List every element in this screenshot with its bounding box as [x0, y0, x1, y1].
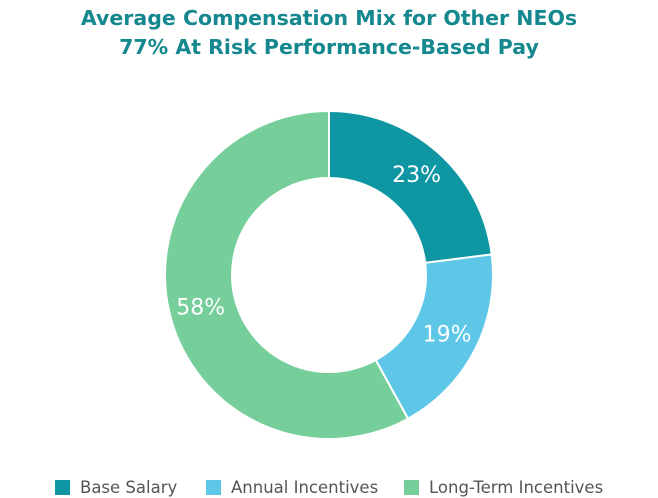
chart-subtitle: 77% At Risk Performance-Based Pay: [119, 35, 539, 59]
legend-label: Base Salary: [80, 477, 178, 497]
chart-title-block: Average Compensation Mix for Other NEOs …: [0, 4, 658, 62]
data-label-base-salary: 23%: [392, 163, 441, 188]
slice-long-term-incentives: [164, 109, 410, 440]
legend-item-annual-incentives: Annual Incentives: [206, 476, 378, 498]
legend-label: Long-Term Incentives: [429, 477, 604, 497]
data-label-long-term-incentives: 58%: [176, 295, 225, 320]
legend-item-base-salary: Base Salary: [55, 476, 177, 498]
chart-title: Average Compensation Mix for Other NEOs: [80, 6, 578, 30]
legend-swatch: [404, 479, 419, 495]
data-label-annual-incentives: 19%: [423, 323, 472, 348]
legend-swatch: [206, 479, 221, 495]
chart-legend: Base Salary Annual Incentives Long-Term In…: [0, 476, 658, 498]
legend-label: Annual Incentives: [231, 477, 379, 497]
legend-swatch: [55, 479, 70, 495]
slice-base-salary: [328, 109, 493, 264]
legend-item-long-term-incentives: Long-Term Incentives: [404, 476, 603, 498]
